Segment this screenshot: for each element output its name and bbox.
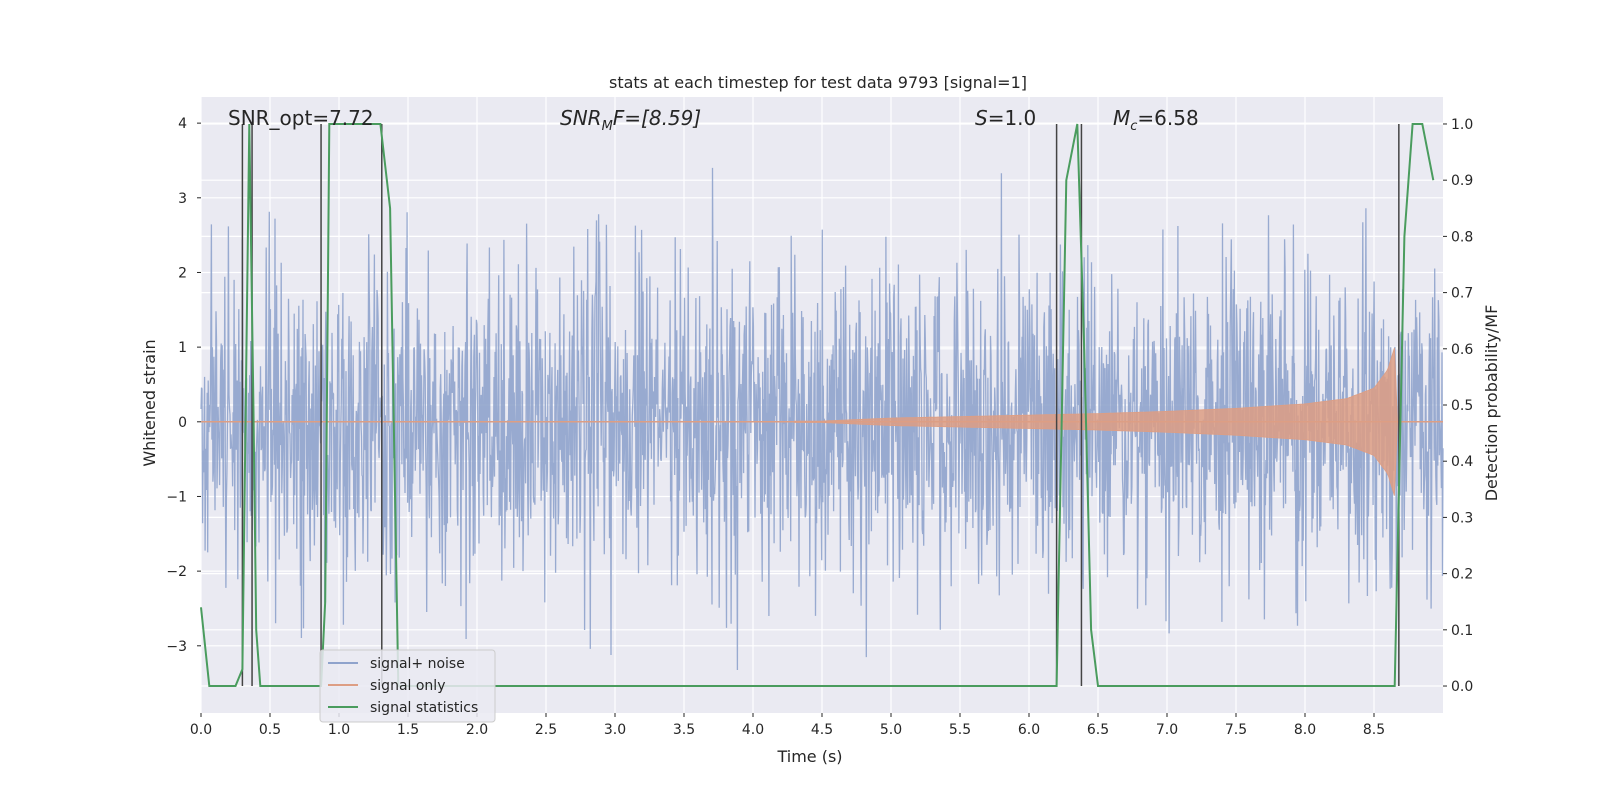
annotation-snr-opt: SNR_opt=7.72	[228, 106, 374, 130]
legend-label-signal-noise: signal+ noise	[370, 656, 465, 672]
y-tick-label: 2	[178, 265, 187, 281]
annotation-snr-mf: SNRMF=[8.59]	[560, 106, 701, 134]
y2-tick-label: 0.6	[1451, 342, 1473, 358]
x-tick-label: 0.5	[259, 722, 281, 738]
x-tick-label: 7.5	[1225, 722, 1247, 738]
annotation-mc-sub: c	[1130, 119, 1137, 134]
x-tick-label: 3.5	[673, 722, 695, 738]
legend-label-signal-statistics: signal statistics	[370, 700, 478, 716]
y2-tick-label: 0.9	[1451, 173, 1473, 189]
signal-statistics-line	[200, 123, 1435, 687]
series-signal-only	[201, 347, 1443, 496]
series-signal-noise	[200, 167, 1444, 671]
x-axis-ticks: 0.0 0.5 1.0 1.5 2.0 2.5 3.0 3.5 4.0 4.5 5.0 5.5 6.0 6…	[190, 713, 1385, 738]
x-tick-label: 5.5	[949, 722, 971, 738]
detection-markers	[241, 123, 1400, 687]
y2-tick-label: 1.0	[1451, 117, 1473, 133]
x-tick-label: 6.0	[1018, 722, 1040, 738]
y2-tick-label: 0.3	[1451, 510, 1473, 526]
y2-tick-label: 0.2	[1451, 567, 1473, 583]
annotation-s-name: S	[975, 106, 988, 130]
x-tick-label: 5.0	[880, 722, 902, 738]
y-tick-label: −1	[166, 489, 187, 505]
legend-label-signal-only: signal only	[370, 678, 445, 694]
y2-tick-label: 0.8	[1451, 229, 1473, 245]
y-tick-label: 1	[178, 340, 187, 356]
y-tick-label: 4	[178, 116, 187, 132]
x-tick-label: 2.0	[466, 722, 488, 738]
x-tick-label: 0.0	[190, 722, 212, 738]
x-tick-label: 7.0	[1156, 722, 1178, 738]
y-tick-label: 0	[178, 415, 187, 431]
x-tick-label: 3.0	[604, 722, 626, 738]
y2-axis-label: Detection probability/MF	[1482, 305, 1501, 502]
y2-tick-label: 0.4	[1451, 454, 1473, 470]
x-tick-label: 4.5	[811, 722, 833, 738]
annotation-mc-rest: =6.58	[1137, 106, 1198, 130]
y-axis-label: Whitened strain	[140, 339, 159, 466]
annotation-mc-name: M	[1113, 106, 1130, 130]
y2-tick-label: 0.7	[1451, 286, 1473, 302]
annotation-s: S=1.0	[975, 106, 1036, 130]
x-axis-label: Time (s)	[776, 747, 842, 766]
annotation-snr-mf-name: SNR	[560, 106, 602, 130]
legend-box	[319, 649, 496, 723]
noise-trace	[200, 167, 1444, 671]
y-tick-label: 3	[178, 191, 187, 207]
annotation-snr-mf-sub: M	[602, 119, 613, 134]
x-tick-label: 1.5	[397, 722, 419, 738]
x-tick-label: 2.5	[535, 722, 557, 738]
annotation-snr-mf-rest: F=[8.59]	[613, 106, 701, 130]
x-tick-label: 1.0	[328, 722, 350, 738]
x-tick-label: 8.0	[1294, 722, 1316, 738]
y-tick-label: −3	[166, 639, 187, 655]
annotation-s-rest: =1.0	[988, 106, 1037, 130]
series-signal-statistics	[200, 123, 1435, 687]
chart-title: stats at each timestep for test data 979…	[609, 73, 1027, 92]
y2-axis-ticks: 1.0 0.9 0.8 0.7 0.6 0.5 0.4 0.3 0.2 0.1 0.0	[1443, 117, 1473, 695]
y-tick-label: −2	[166, 564, 187, 580]
x-tick-label: 8.5	[1363, 722, 1385, 738]
x-tick-label: 4.0	[742, 722, 764, 738]
legend: signal+ noise signal only signal statist…	[319, 649, 496, 723]
x-tick-label: 6.5	[1087, 722, 1109, 738]
annotation-mc: Mc=6.58	[1113, 106, 1199, 134]
y2-tick-label: 0.1	[1451, 623, 1473, 639]
y-axis-ticks: 4 3 2 1 0 −1 −2 −3	[166, 116, 201, 655]
y2-tick-label: 0.0	[1451, 679, 1473, 695]
y2-tick-label: 0.5	[1451, 398, 1473, 414]
